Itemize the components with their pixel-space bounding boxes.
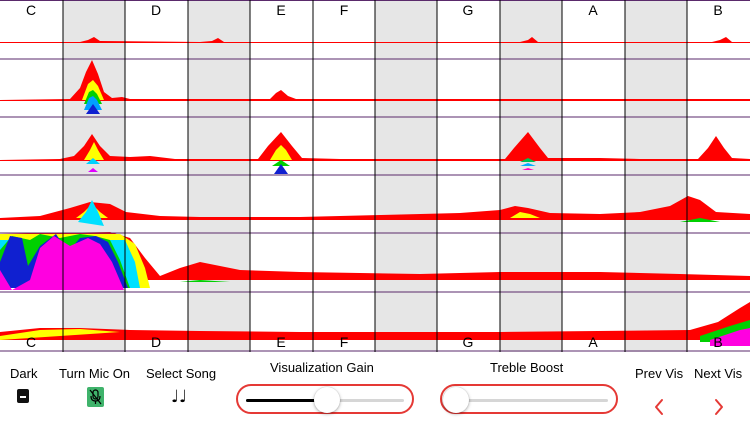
- bottom-note-label-c: C: [26, 334, 36, 350]
- top-note-label-g: G: [463, 2, 474, 18]
- top-note-label-a: A: [588, 2, 598, 18]
- treble-slider-track: [450, 399, 608, 402]
- next-vis-button[interactable]: [708, 394, 730, 420]
- dark-label: Dark: [10, 366, 38, 381]
- mic-label: Turn Mic On: [59, 366, 131, 381]
- gain-slider-fill: [246, 399, 316, 402]
- top-note-label-e: E: [276, 2, 285, 18]
- bottom-note-label-a: A: [588, 334, 598, 350]
- bottom-note-label-d: D: [151, 334, 161, 350]
- top-note-label-f: F: [340, 2, 349, 18]
- gain-label: Visualization Gain: [270, 360, 374, 375]
- bottom-note-label-g: G: [463, 334, 474, 350]
- treble-label: Treble Boost: [490, 360, 564, 375]
- bottom-note-label-b: B: [713, 334, 722, 350]
- treble-boost-slider[interactable]: [440, 384, 618, 414]
- next-vis-label: Next Vis: [694, 366, 743, 381]
- mic-off-icon: [87, 387, 104, 407]
- key-dividers: [62, 0, 688, 352]
- spectrum-visualization: C D E F G A B C D E F G A B: [0, 0, 750, 352]
- music-notes-icon: ♩♩: [171, 387, 188, 407]
- visualization-gain-slider[interactable]: [236, 384, 414, 414]
- top-note-label-d: D: [151, 2, 161, 18]
- bottom-note-label-f: F: [340, 334, 349, 350]
- theme-toggle-icon: [17, 389, 29, 403]
- prev-vis-button[interactable]: [648, 394, 670, 420]
- song-label: Select Song: [146, 366, 217, 381]
- top-note-label-c: C: [26, 2, 36, 18]
- treble-slider-thumb[interactable]: [443, 387, 469, 413]
- prev-vis-label: Prev Vis: [635, 366, 684, 381]
- chevron-right-icon: [715, 399, 723, 415]
- gain-slider-thumb[interactable]: [314, 387, 340, 413]
- bottom-note-label-e: E: [276, 334, 285, 350]
- top-note-label-b: B: [713, 2, 722, 18]
- chevron-left-icon: [655, 399, 663, 415]
- mic-toggle-button[interactable]: Turn Mic On: [56, 362, 136, 408]
- select-song-button[interactable]: Select Song ♩♩: [142, 362, 224, 408]
- dark-mode-button[interactable]: Dark: [4, 362, 44, 408]
